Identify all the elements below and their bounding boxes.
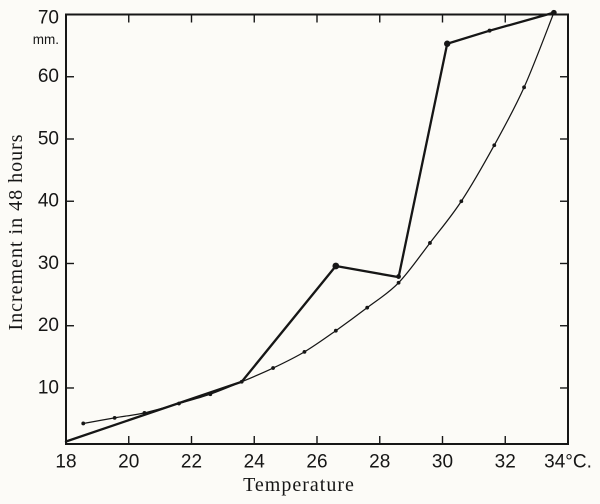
- data-point-fitted-exponential-curve: [112, 415, 117, 420]
- data-point-fitted-exponential-curve: [333, 328, 338, 333]
- series-observed-growth: [64, 9, 557, 443]
- data-point-fitted-exponential-curve: [551, 10, 556, 15]
- y-tick-label: 50: [38, 128, 59, 149]
- data-series: [64, 9, 557, 443]
- data-point-observed-growth: [332, 262, 340, 270]
- data-point-fitted-exponential-curve: [492, 143, 497, 148]
- x-tick-label: 28: [369, 452, 390, 473]
- data-point-fitted-exponential-curve: [428, 241, 432, 245]
- axis-tick-labels: 18 20 22 24 26 28 30 32 34°C. 10 20 30 40 50 60 70: [38, 8, 592, 473]
- y-tick-label: 70: [38, 8, 59, 29]
- data-point-fitted-exponential-curve: [302, 349, 307, 354]
- y-tick-label: 10: [38, 377, 59, 398]
- data-point-fitted-exponential-curve: [81, 421, 86, 426]
- y-tick-label: 30: [38, 253, 59, 274]
- x-tick-label: 30: [432, 452, 453, 473]
- data-point-fitted-exponential-curve: [271, 366, 275, 370]
- axis-ticks: [66, 14, 568, 444]
- y-tick-label: 60: [38, 66, 59, 87]
- x-tick-label: 26: [306, 452, 327, 473]
- data-point-observed-growth: [444, 40, 451, 47]
- x-tick-label: 22: [181, 452, 202, 473]
- axes-frame: [65, 13, 569, 445]
- data-point-fitted-exponential-curve: [239, 379, 244, 384]
- data-point-observed-growth: [396, 274, 401, 279]
- x-tick-label: 34°C.: [544, 452, 592, 473]
- x-tick-label: 18: [55, 452, 76, 473]
- plot-frame: [65, 13, 569, 445]
- data-point-fitted-exponential-curve: [365, 305, 370, 310]
- y-axis-title: Increment in 48 hours: [5, 133, 27, 330]
- data-point-fitted-exponential-curve: [142, 410, 147, 415]
- series-line-fitted-exponential-curve: [82, 12, 555, 425]
- x-axis-title: Temperature: [243, 474, 355, 496]
- series-line-observed-growth: [64, 11, 556, 443]
- data-point-fitted-exponential-curve: [459, 199, 464, 204]
- y-axis-unit-label: mm.: [33, 32, 59, 47]
- y-tick-label: 40: [38, 191, 59, 212]
- data-point-fitted-exponential-curve: [396, 280, 401, 285]
- series-fitted-exponential-curve: [81, 10, 556, 426]
- y-tick-label: 20: [38, 315, 59, 336]
- data-point-fitted-exponential-curve: [522, 85, 526, 90]
- data-point-observed-growth: [487, 28, 492, 33]
- x-tick-label: 32: [495, 452, 516, 473]
- data-point-fitted-exponential-curve: [208, 392, 213, 397]
- data-point-fitted-exponential-curve: [177, 401, 181, 406]
- x-tick-label: 20: [118, 452, 139, 473]
- x-tick-label: 24: [244, 452, 266, 473]
